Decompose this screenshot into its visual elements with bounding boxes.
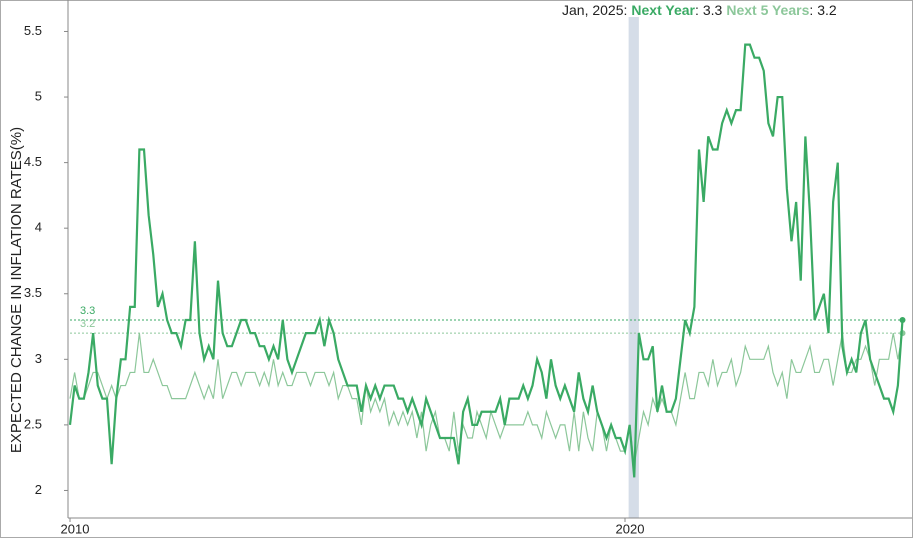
legend-value: 3.3 (703, 2, 723, 18)
header-date: Jan, 2025 (562, 2, 624, 18)
end-point (899, 316, 906, 323)
y-tick-label: 4 (35, 220, 42, 235)
header: Jan, 2025: Next Year: 3.3 Next 5 Years: 3.2 (562, 2, 837, 18)
y-tick-label: 4.5 (24, 154, 42, 169)
y-tick-label: 5.5 (24, 23, 42, 38)
x-tick-label: 2020 (616, 521, 645, 536)
legend-name: Next Year (631, 2, 695, 18)
y-tick-label: 2 (35, 482, 42, 497)
header-separator: : (695, 2, 699, 18)
x-tick-label: 2010 (61, 521, 90, 536)
reference-label: 3.3 (80, 305, 95, 317)
legend-name: Next 5 Years (726, 2, 809, 18)
y-axis-label: EXPECTED CHANGE IN INFLATION RATES(%) (8, 127, 25, 453)
legend-value: 3.2 (817, 2, 837, 18)
y-tick-label: 3.5 (24, 285, 42, 300)
reference-label: 3.2 (80, 318, 95, 330)
header-separator: : (809, 2, 813, 18)
header-separator: : (624, 2, 628, 18)
series-line (68, 43, 904, 478)
y-tick-label: 3 (35, 351, 42, 366)
recession-band (628, 17, 639, 518)
y-tick-label: 5 (35, 88, 42, 103)
series-line (69, 332, 904, 465)
y-tick-label: 2.5 (24, 416, 42, 431)
